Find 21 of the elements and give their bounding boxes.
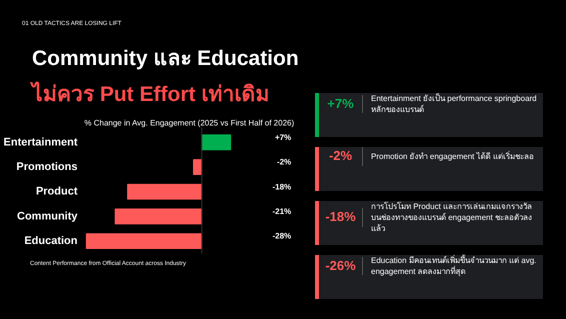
text: Education มีคอนเทนต์เพิ่มขึ้นจำนวนมาก แต่ avg. engagement ลดลงมากที่สุด (371, 255, 538, 277)
text: -18% (319, 208, 363, 227)
data-label: -28% (272, 232, 292, 241)
data-label: +7% (274, 132, 292, 142)
data-label: -2% (276, 158, 292, 167)
y-tick-label: Product (36, 186, 78, 198)
chart-title: Community และ Education (32, 46, 299, 72)
text: -26% (319, 256, 363, 276)
y-tick-label: Entertainment (4, 136, 78, 148)
y-tick-label: Education (24, 235, 78, 248)
y-tick-label: Community (17, 210, 78, 222)
x-axis-title: % Change in Avg. Engagement (2025 vs First Half of 2026) (84, 118, 294, 128)
data-label: -18% (272, 182, 292, 192)
y-tick-label: Promotions (16, 161, 78, 174)
chart-subtitle: ไม่ควร Put Effort เท่าเดิม (32, 80, 270, 108)
data-label: -21% (272, 207, 292, 216)
text: Promotion ยังทำ engagement ได้ดี แต่เริ่มชะลอ (371, 150, 534, 162)
text: การโปรโมท Product และการเล่นเกมแจกรางวัล บนช่องทางของแบรนด์ engagement ชะลอตัวลงแล้ว (371, 201, 534, 234)
text: -2% (319, 147, 363, 166)
text: +7% (319, 94, 363, 114)
text: Entertainment ยังเป็น performance springboard หลักของแบรนด์ (371, 93, 538, 115)
